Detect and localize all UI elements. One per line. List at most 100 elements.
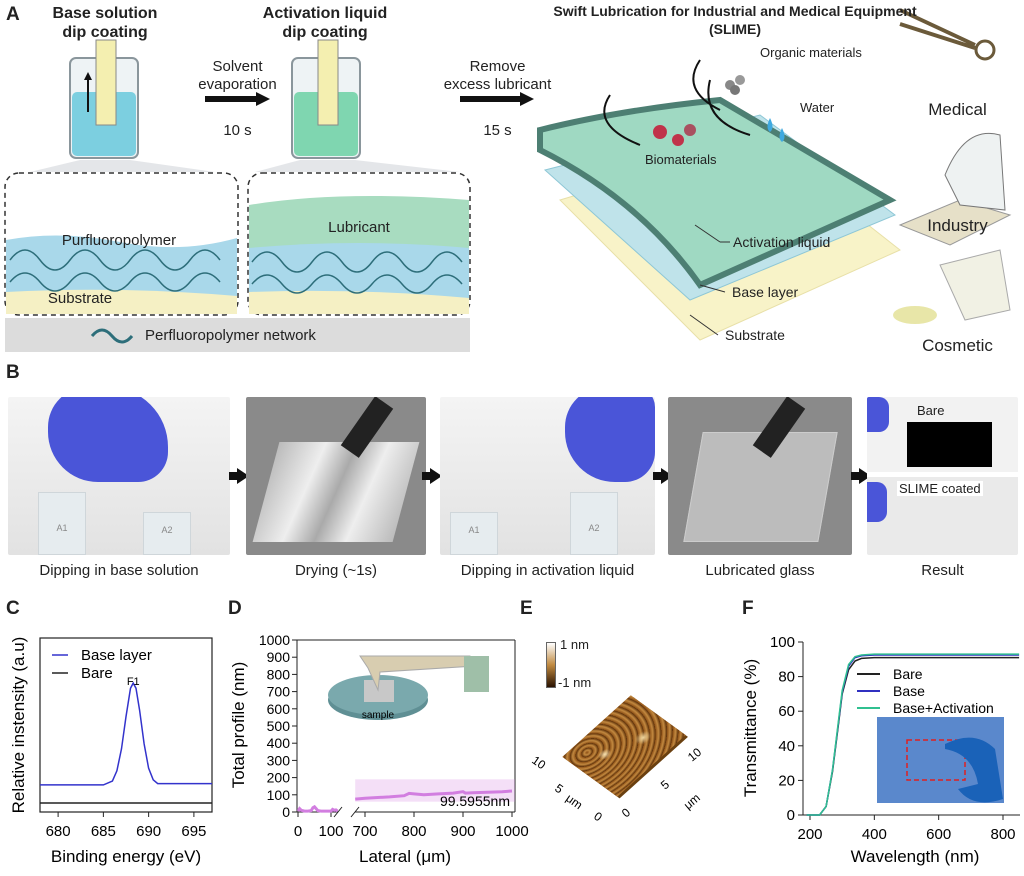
x-tick-label-d: 800 [401,823,426,840]
peak-annotation-f1: F1 [127,676,140,688]
vial-a2-label: A2 [161,525,173,535]
panel-label-c: C [6,598,20,619]
legend-text: Perfluoropolymer network [145,327,316,344]
caption-step-1: Dipping in base solution [39,562,199,579]
series-line-base-layer [40,681,212,786]
label-biomaterials: Biomaterials [645,152,717,167]
slime-title-line1: Swift Lubrication for Industrial and Med… [553,3,917,19]
afm-axis-tick: 5 [658,777,672,792]
vial-a1-label: A1 [56,523,68,533]
arrow1-time: 10 s [223,122,252,139]
photo-drying [246,397,426,555]
x-tick-label-c: 680 [46,823,71,840]
x-tick-label-c: 695 [181,823,206,840]
y-tick-label-d: 200 [267,770,291,786]
label-organic: Organic materials [760,45,862,60]
colorbar-max-label: 1 nm [560,637,589,652]
arrow2-time: 15 s [483,122,512,139]
inset-sample [364,680,394,702]
step1-title: Base solution dip coating [20,4,190,42]
layer-label-substrate: Substrate [47,290,113,307]
step2-title: Activation liquid dip coating [240,4,410,42]
network-legend-icon [90,328,134,344]
slime-layer-diagram [537,59,901,341]
y-axis-label-d: Total profile (nm) [229,662,248,789]
profile-line-right [355,789,513,801]
legend-label-f: Bare [893,666,923,682]
afm-axis-tick: 5 [552,781,566,796]
y-tick-label-d: 800 [267,666,291,682]
caption-step-4: Lubricated glass [705,562,815,579]
inset-sample-label: sample [362,710,395,721]
y-tick-label-d: 700 [267,684,291,700]
step2-title-line2: dip coating [282,24,368,41]
medical-forceps-icon [899,8,996,61]
panel-label-d: D [228,598,242,619]
zoom-cone-left [30,160,215,172]
coating-box-right [247,172,471,316]
x-tick-label-d: 900 [450,823,475,840]
afm-axis-unit-left: μm [563,791,585,812]
step1-title-line2: dip coating [62,24,148,41]
inset-glove [945,737,1003,803]
y-tick-label-d: 1000 [259,632,290,648]
afm-axis-tick: 10 [529,753,548,772]
photo-result: Bare SLIME coated [867,397,1018,555]
step2-title-line1: Activation liquid [262,5,388,22]
caption-step-2: Drying (~1s) [294,562,378,579]
photo-dipping-base: A1 A2 [8,397,230,555]
legend-bar [5,318,470,352]
step1-title-line1: Base solution [52,5,158,22]
plot-frame-c [39,637,213,813]
legend-label-c: Bare [81,665,113,682]
arrow2-line1: Remove [469,58,526,75]
y-tick-label-d: 900 [267,649,291,665]
x-tick-label-f: 800 [990,826,1015,843]
arrow2-label: Remove excess lubricant [440,58,555,94]
vial-a2-label: A2 [588,523,600,533]
x-tick-label-d: 700 [352,823,377,840]
y-tick-label-d: 400 [267,735,291,751]
vial-a2: A2 [143,512,191,555]
process-arrow-1 [205,92,270,106]
application-medical: Medical [928,100,987,119]
afm-axis-unit-right: μm [681,791,703,813]
y-tick-label-f: 100 [770,634,795,651]
profile-annotation: 99.5955nm [440,793,510,809]
label-water: Water [800,100,835,115]
afm-axis-tick: 0 [591,809,605,824]
caption-step-3: Dipping in activation liquid [460,562,635,579]
arrow1-line1: Solvent [212,58,263,75]
label-activation-liquid: Activation liquid [733,234,831,250]
x-axis-label-c: Binding energy (eV) [51,847,201,866]
caption-step-5: Result [921,562,964,579]
label-base-layer: Base layer [732,284,799,300]
y-tick-label-d: 100 [267,787,291,803]
series-line-base-activation [806,653,1020,816]
y-tick-label-d: 600 [267,701,291,717]
industry-film-icon [898,132,1012,246]
inset-holder [464,656,489,692]
layer-label-lubricant: Lubricant [328,219,390,236]
application-cosmetic: Cosmetic [922,336,993,355]
photo-dipping-activation: A1 A2 [440,397,655,555]
y-tick-label-d: 0 [282,804,290,820]
x-tick-label-f: 200 [797,826,822,843]
legend-label-f: Base+Activation [893,700,994,716]
x-tick-label-c: 690 [136,823,161,840]
slime-title: Swift Lubrication for Industrial and Med… [520,2,950,38]
process-arrow-2 [460,92,534,106]
profile-line-left [296,804,339,813]
y-tick-label-f: 20 [778,772,795,789]
y-tick-label-f: 80 [778,669,795,686]
axis-break-mark [333,806,360,818]
y-tick-label-f: 40 [778,738,795,755]
panel-label-f: F [742,598,754,619]
zoom-cone-right [255,160,460,172]
panel-label-a: A [6,4,20,25]
result-label-bare: Bare [917,403,945,418]
slime-title-line2: (SLIME) [708,21,762,37]
result-label-slime-coated: SLIME coated [897,481,983,496]
x-tick-label-d: 0 [294,823,302,840]
